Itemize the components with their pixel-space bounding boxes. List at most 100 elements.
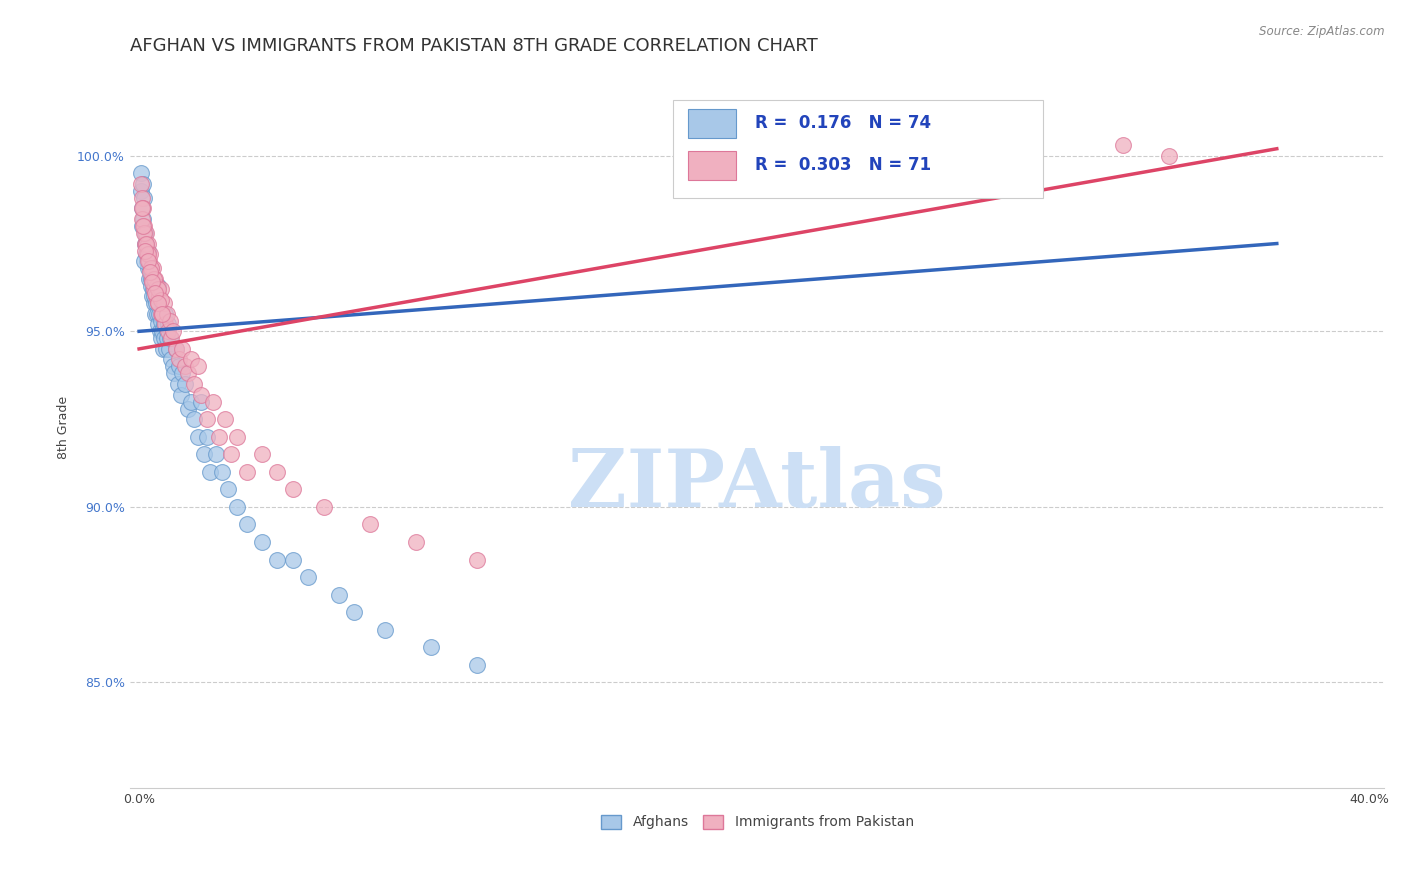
Point [312,500,335,514]
Point [134,254,156,268]
Point [374,623,396,637]
Text: Source: ZipAtlas.com: Source: ZipAtlas.com [1260,25,1385,38]
Point [139,247,162,261]
Point [142,296,165,310]
Point [174,376,197,391]
Point [266,552,288,566]
Point [136,247,159,261]
Point [142,282,165,296]
Point [146,296,169,310]
Point [142,261,165,276]
Point [146,278,169,293]
Point [145,285,167,300]
Point [135,247,157,261]
Point [162,324,184,338]
Point [146,318,169,332]
Point [131,191,153,205]
Point [221,447,243,461]
Point [134,236,156,251]
Point [172,367,194,381]
Point [134,244,156,258]
Point [141,261,163,276]
Text: R =  0.176   N = 74: R = 0.176 N = 74 [755,114,931,132]
Point [165,342,187,356]
Point [157,342,180,356]
Point [183,412,205,426]
Point [465,657,488,672]
Point [149,324,172,338]
Point [211,465,233,479]
Point [141,289,163,303]
Point [132,219,155,233]
Point [177,367,200,381]
Point [162,359,184,374]
Point [166,376,188,391]
Point [186,359,208,374]
Point [177,401,200,416]
Point [172,342,194,356]
FancyBboxPatch shape [673,101,1043,197]
Point [195,430,218,444]
Point [250,535,273,549]
Point [132,191,155,205]
Point [217,483,239,497]
Point [160,352,183,367]
Point [180,394,202,409]
Point [156,307,179,321]
Point [132,211,155,226]
Point [180,352,202,367]
Point [145,289,167,303]
Point [343,605,366,619]
Point [208,430,231,444]
Point [139,265,162,279]
Point [139,261,162,276]
Point [359,517,381,532]
Point [150,331,173,345]
Point [205,447,228,461]
Point [281,483,304,497]
Point [145,296,167,310]
Point [167,359,190,374]
Point [1159,149,1181,163]
Point [142,282,165,296]
Point [139,278,162,293]
Point [420,640,443,655]
Point [159,314,181,328]
Point [146,307,169,321]
Point [201,394,224,409]
Text: ZIPAtlas: ZIPAtlas [568,447,946,524]
Point [146,282,169,296]
Point [297,570,319,584]
Point [153,331,176,345]
Point [131,211,153,226]
Point [157,318,180,332]
Point [139,261,162,276]
Point [226,430,249,444]
Point [149,307,172,321]
Bar [688,151,735,179]
Point [1112,138,1135,153]
Point [160,331,183,345]
Point [132,202,155,216]
Point [129,177,152,191]
Point [134,226,156,240]
Point [135,247,157,261]
Point [165,342,187,356]
Point [141,271,163,285]
Point [132,177,155,191]
Point [134,236,156,251]
Point [150,307,173,321]
Point [157,324,180,338]
Point [141,271,163,285]
Bar [688,109,735,137]
Point [266,465,288,479]
Point [143,307,166,321]
Y-axis label: 8th Grade: 8th Grade [58,396,70,459]
Text: R =  0.303   N = 71: R = 0.303 N = 71 [755,156,931,174]
Point [135,236,157,251]
Point [136,254,159,268]
Point [138,254,160,268]
Point [186,430,208,444]
Point [328,588,350,602]
Point [138,271,160,285]
